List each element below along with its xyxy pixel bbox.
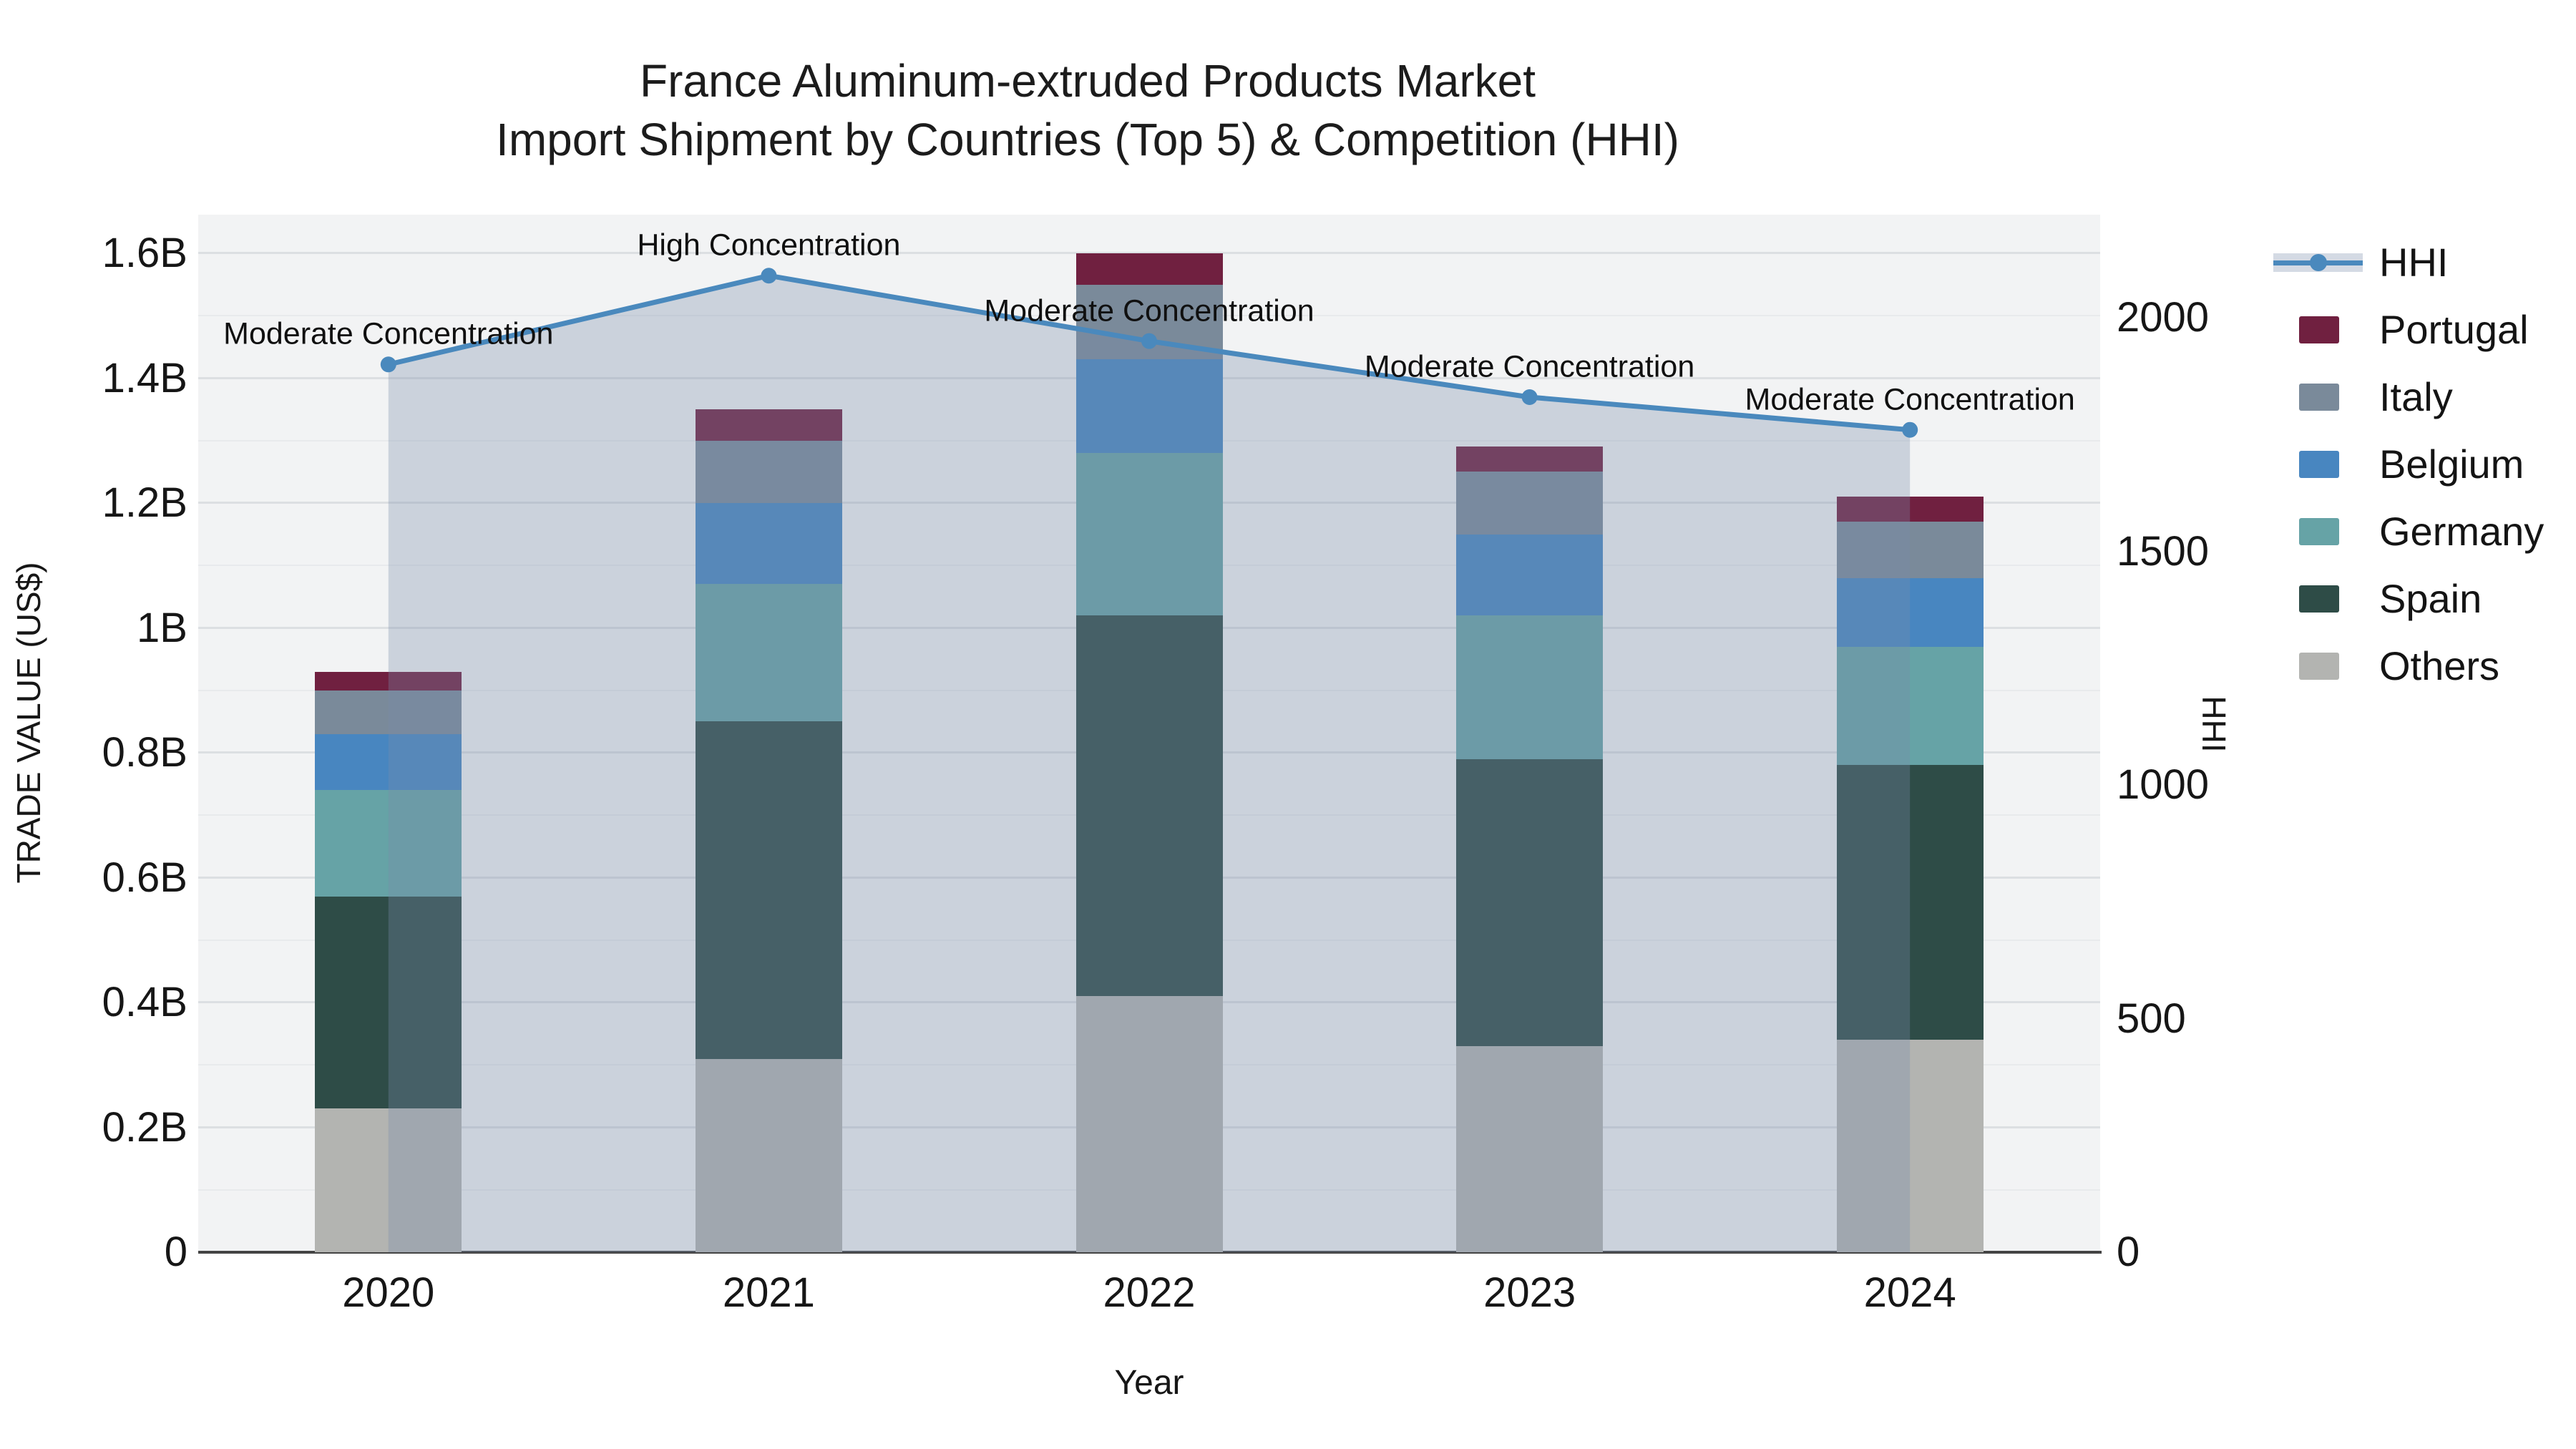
bar-segment-portugal-2022[interactable]: [1075, 253, 1223, 285]
annotation-2024: Moderate Concentration: [1745, 382, 2075, 417]
legend-item-italy[interactable]: Italy: [2265, 364, 2572, 431]
bar-segment-spain-2022[interactable]: [1075, 615, 1223, 997]
bar-segment-italy-2020[interactable]: [315, 690, 462, 734]
bar-segment-spain-2024[interactable]: [1836, 765, 1984, 1040]
legend-item-germany[interactable]: Germany: [2265, 498, 2572, 565]
bar-segment-others-2020[interactable]: [315, 1108, 462, 1252]
y-right-tick-label: 1000: [2117, 761, 2210, 808]
bar-segment-germany-2021[interactable]: [695, 584, 842, 722]
bar-segment-italy-2023[interactable]: [1456, 472, 1604, 535]
y-left-tick-label: 1B: [137, 604, 187, 651]
others-swatch-icon: [2299, 653, 2339, 680]
bar-segment-germany-2022[interactable]: [1075, 453, 1223, 616]
legend-item-belgium[interactable]: Belgium: [2265, 431, 2572, 498]
annotation-2023: Moderate Concentration: [1364, 349, 1695, 384]
x-tick-label-2023: 2023: [1483, 1269, 1576, 1316]
hhi-line-legend-icon: [2273, 247, 2363, 278]
x-tick-label-2022: 2022: [1103, 1269, 1196, 1316]
legend-item-others[interactable]: Others: [2265, 633, 2572, 700]
legend-label-others: Others: [2379, 643, 2500, 688]
y-right-tick-label: 2000: [2117, 294, 2210, 341]
legend-label-portugal: Portugal: [2379, 307, 2529, 352]
bar-segment-others-2022[interactable]: [1075, 996, 1223, 1252]
annotation-2021: High Concentration: [637, 228, 901, 263]
y-right-tick-label: 1500: [2117, 527, 2210, 575]
y-axis-right-title: HHI: [2195, 696, 2233, 753]
chart-title-line1: France Aluminum-extruded Products Market: [639, 55, 1536, 107]
bar-segment-portugal-2020[interactable]: [315, 671, 462, 691]
legend-label-belgium: Belgium: [2379, 441, 2524, 487]
x-axis-line: [198, 1251, 2102, 1254]
legend-item-portugal[interactable]: Portugal: [2265, 296, 2572, 364]
x-tick-label-2024: 2024: [1863, 1269, 1956, 1316]
y-left-tick-label: 0.6B: [102, 854, 187, 901]
legend-item-hhi[interactable]: HHI: [2265, 229, 2572, 296]
bar-segment-germany-2024[interactable]: [1836, 646, 1984, 766]
bar-segment-others-2024[interactable]: [1836, 1040, 1984, 1252]
bar-segment-spain-2021[interactable]: [695, 721, 842, 1059]
y-left-tick-label: 0.4B: [102, 979, 187, 1025]
bar-segment-belgium-2022[interactable]: [1075, 359, 1223, 454]
legend-label-spain: Spain: [2379, 576, 2482, 621]
portugal-swatch-icon: [2299, 316, 2339, 343]
legend-label-hhi: HHI: [2379, 240, 2449, 285]
bar-segment-belgium-2024[interactable]: [1836, 577, 1984, 647]
bar-segment-belgium-2021[interactable]: [695, 503, 842, 585]
y-right-tick-label: 0: [2117, 1229, 2140, 1275]
y-left-tick-label: 0.8B: [102, 729, 187, 776]
bar-segment-germany-2023[interactable]: [1456, 615, 1604, 759]
annotation-2022: Moderate Concentration: [984, 293, 1314, 328]
x-tick-label-2021: 2021: [722, 1269, 815, 1316]
legend-item-spain[interactable]: Spain: [2265, 565, 2572, 633]
legend-label-germany: Germany: [2379, 509, 2545, 554]
y-left-tick-label: 1.6B: [102, 230, 187, 276]
bar-segment-portugal-2023[interactable]: [1456, 447, 1604, 472]
y-left-tick-label: 1.4B: [102, 354, 187, 401]
legend-label-italy: Italy: [2379, 374, 2453, 419]
y-left-tick-label: 1.2B: [102, 479, 187, 526]
bar-segment-portugal-2024[interactable]: [1836, 497, 1984, 522]
bar-segment-others-2021[interactable]: [695, 1058, 842, 1252]
y-axis-left-title: TRADE VALUE (US$): [10, 562, 47, 884]
y-left-tick-label: 0: [164, 1229, 187, 1275]
bar-segment-others-2023[interactable]: [1456, 1046, 1604, 1252]
x-axis-title: Year: [1114, 1364, 1184, 1402]
bar-segment-belgium-2020[interactable]: [315, 733, 462, 791]
bar-segment-portugal-2021[interactable]: [695, 409, 842, 441]
belgium-swatch-icon: [2299, 451, 2339, 478]
bar-segment-spain-2020[interactable]: [315, 896, 462, 1109]
x-tick-label-2020: 2020: [342, 1269, 435, 1316]
chart-title-line2: Import Shipment by Countries (Top 5) & C…: [496, 114, 1679, 165]
y-left-tick-label: 0.2B: [102, 1103, 187, 1151]
gridline: [198, 252, 2100, 254]
italy-swatch-icon: [2299, 384, 2339, 411]
bar-segment-germany-2020[interactable]: [315, 790, 462, 897]
germany-swatch-icon: [2299, 518, 2339, 545]
hhi-marker-sample: [2309, 254, 2327, 271]
annotation-2020: Moderate Concentration: [223, 316, 554, 351]
chart-title: France Aluminum-extruded Products Market…: [496, 52, 1679, 169]
bar-segment-italy-2024[interactable]: [1836, 522, 1984, 578]
spain-swatch-icon: [2299, 585, 2339, 613]
y-right-tick-label: 500: [2117, 995, 2186, 1042]
bar-segment-spain-2023[interactable]: [1456, 758, 1604, 1047]
bar-segment-belgium-2023[interactable]: [1456, 534, 1604, 616]
bar-segment-italy-2021[interactable]: [695, 440, 842, 503]
